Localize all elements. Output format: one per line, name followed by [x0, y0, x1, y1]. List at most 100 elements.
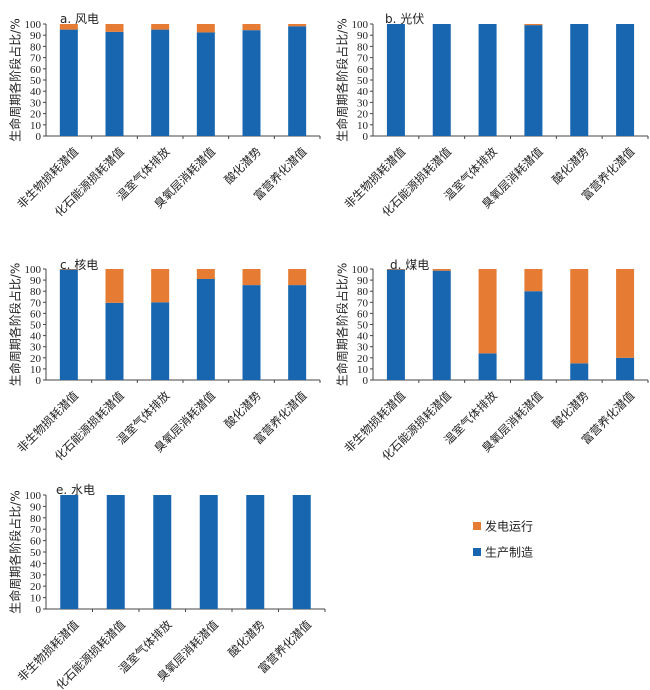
y-tick-label: 0	[36, 375, 42, 387]
bar-operation	[59, 24, 78, 30]
bar-production	[59, 29, 78, 137]
y-tick-label: 80	[357, 286, 369, 298]
bar-production	[386, 269, 405, 380]
y-tick-label: 70	[30, 297, 42, 309]
y-tick-label: 10	[357, 120, 369, 132]
y-tick-label: 90	[357, 275, 369, 287]
bar-production	[478, 353, 497, 380]
bar-production	[288, 285, 307, 380]
y-tick-label: 30	[30, 570, 42, 582]
y-tick-label: 40	[357, 86, 369, 98]
legend-swatch-operation	[473, 522, 481, 530]
y-tick-label: 100	[352, 19, 369, 31]
bar-production	[386, 24, 405, 136]
bar-production	[616, 357, 635, 380]
bar-operation	[105, 269, 124, 303]
bar-operation	[242, 269, 261, 286]
y-tick-label: 70	[30, 524, 42, 536]
bar-production	[199, 495, 218, 609]
y-tick-label: 60	[357, 64, 369, 76]
y-axis-label: 生命周期各阶段占比/%	[8, 490, 23, 613]
bar-production	[478, 24, 497, 136]
bar-production	[570, 24, 589, 136]
y-tick-label: 90	[30, 275, 42, 287]
y-tick-label: 40	[357, 331, 369, 343]
bar-production	[242, 285, 261, 380]
bar-production	[106, 495, 125, 609]
bar-operation	[288, 269, 307, 286]
y-tick-label: 0	[363, 375, 369, 387]
bar-operation	[570, 269, 589, 364]
bar-production	[292, 495, 311, 609]
y-tick-label: 20	[30, 353, 42, 365]
y-tick-label: 30	[30, 97, 42, 109]
chart-title: d. 煤电	[390, 258, 429, 272]
y-axis-label: 生命周期各阶段占比/%	[335, 263, 350, 386]
bar-production	[570, 363, 589, 380]
y-tick-label: 30	[357, 342, 369, 354]
bar-production	[59, 269, 78, 380]
y-tick-label: 60	[30, 536, 42, 548]
legend-swatch-production	[473, 548, 481, 556]
chart-title: c. 核电	[60, 258, 98, 272]
y-tick-label: 0	[36, 131, 42, 143]
bar-operation	[524, 269, 543, 292]
bar-production	[524, 25, 543, 136]
legend-label-operation: 发电运行	[485, 519, 533, 534]
y-tick-label: 10	[30, 120, 42, 132]
bar-production	[196, 278, 215, 380]
chart-title: b. 光伏	[385, 12, 424, 26]
y-tick-label: 20	[30, 581, 42, 593]
y-tick-label: 80	[30, 41, 42, 53]
y-tick-label: 80	[30, 513, 42, 525]
y-tick-label: 90	[30, 30, 42, 42]
y-tick-label: 70	[357, 297, 369, 309]
bar-operation	[288, 24, 307, 27]
bar-production	[432, 270, 451, 380]
bar-production	[246, 495, 265, 609]
y-tick-label: 0	[36, 604, 42, 616]
y-tick-label: 40	[30, 331, 42, 343]
y-tick-label: 100	[25, 264, 42, 276]
y-tick-label: 50	[30, 320, 42, 332]
y-tick-label: 80	[357, 41, 369, 53]
bar-operation	[432, 269, 451, 271]
x-category-label: 酸化潜势	[549, 144, 592, 187]
bar-production	[524, 291, 543, 380]
y-tick-label: 0	[363, 131, 369, 143]
y-axis-label: 生命周期各阶段占比/%	[8, 263, 23, 386]
x-category-label: 酸化潜势	[221, 388, 264, 431]
bar-operation	[524, 24, 543, 26]
y-tick-label: 50	[357, 320, 369, 332]
y-tick-label: 100	[352, 264, 369, 276]
y-tick-label: 100	[25, 490, 42, 502]
y-axis-label: 生命周期各阶段占比/%	[335, 18, 350, 141]
y-tick-label: 20	[357, 353, 369, 365]
y-tick-label: 50	[357, 75, 369, 87]
x-category-label: 酸化潜势	[221, 144, 264, 187]
bar-operation	[478, 269, 497, 354]
bar-operation	[105, 24, 124, 32]
bar-production	[616, 24, 635, 136]
y-tick-label: 70	[357, 53, 369, 65]
y-tick-label: 60	[357, 308, 369, 320]
bar-production	[151, 29, 170, 137]
y-tick-label: 10	[30, 593, 42, 605]
y-tick-label: 20	[357, 109, 369, 121]
y-tick-label: 70	[30, 53, 42, 65]
bar-production	[432, 24, 451, 136]
y-tick-label: 90	[357, 30, 369, 42]
x-category-label: 酸化潜势	[225, 617, 268, 660]
y-tick-label: 60	[30, 308, 42, 320]
bar-production	[153, 495, 172, 609]
y-tick-label: 50	[30, 547, 42, 559]
bar-operation	[196, 24, 215, 33]
y-tick-label: 20	[30, 109, 42, 121]
